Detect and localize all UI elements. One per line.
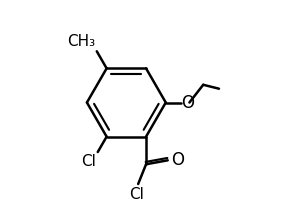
Text: Cl: Cl (81, 154, 96, 169)
Text: O: O (171, 151, 184, 169)
Text: Cl: Cl (129, 187, 144, 202)
Text: O: O (182, 93, 194, 112)
Text: CH₃: CH₃ (67, 34, 95, 49)
